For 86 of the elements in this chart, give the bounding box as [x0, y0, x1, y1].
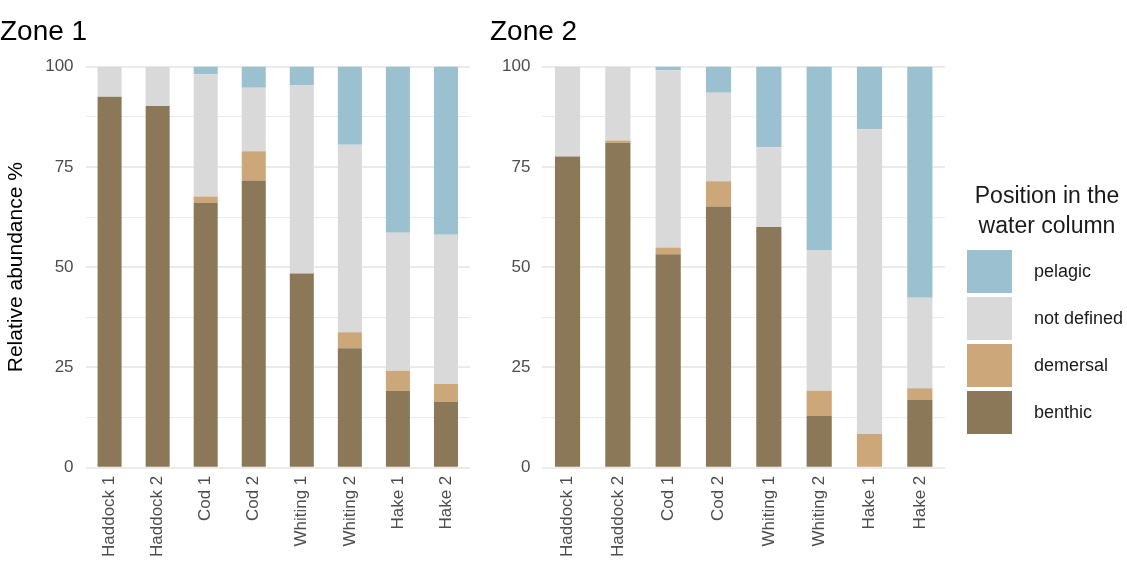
bar [241, 66, 266, 88]
bar [806, 415, 832, 467]
bar [605, 66, 631, 141]
y-tick-label: 75 [54, 156, 74, 176]
y-tick-label: 50 [54, 256, 74, 276]
bar [705, 206, 732, 467]
y-tick-label: 25 [54, 357, 74, 377]
bar [337, 144, 362, 333]
x-tick-label: Hake 2 [909, 475, 929, 530]
x-tick-label: Whiting 2 [339, 475, 359, 547]
bar [97, 96, 122, 467]
bar [145, 105, 170, 467]
bar [856, 434, 883, 467]
x-tick-label: Whiting 1 [758, 475, 778, 547]
x-tick-label: Hake 1 [387, 475, 407, 530]
x-tick-label: Cod 1 [657, 475, 677, 522]
bar [605, 140, 631, 143]
bar [145, 66, 170, 106]
y-tick-label: 100 [45, 56, 74, 76]
x-tick-label: Cod 2 [708, 475, 728, 522]
bar [554, 66, 581, 157]
y-tick-label: 0 [64, 457, 74, 477]
x-tick-label: Haddock 2 [147, 475, 167, 558]
y-axis-title: Relative abundance % [3, 162, 27, 373]
bar [856, 129, 883, 435]
x-tick-label: Cod 2 [243, 475, 263, 522]
bar [907, 66, 933, 298]
bar [337, 66, 362, 145]
bar [193, 196, 218, 203]
bar [433, 401, 458, 467]
bar [385, 66, 410, 233]
x-tick-label: Cod 1 [195, 475, 215, 522]
bar [907, 297, 933, 389]
chart-title: Zone 2 [490, 14, 578, 46]
bar [756, 147, 782, 228]
bar [193, 202, 218, 467]
bar [385, 390, 410, 467]
bar [806, 66, 832, 250]
bar [241, 180, 266, 467]
bar [289, 66, 314, 86]
bar [193, 66, 218, 75]
bar [241, 151, 266, 181]
x-tick-label: Whiting 1 [291, 475, 311, 547]
x-tick-label: Haddock 1 [557, 475, 577, 558]
x-tick-label: Hake 2 [435, 475, 455, 530]
y-tick-label: 0 [520, 457, 531, 477]
y-tick-label: 50 [511, 256, 531, 276]
bar [655, 70, 681, 248]
bar [655, 254, 681, 467]
bar [241, 87, 266, 152]
legend-label: pelagic [1034, 260, 1092, 282]
x-tick-label: Haddock 1 [99, 475, 119, 558]
bar [756, 66, 782, 148]
bar [806, 249, 832, 391]
legend-title: Position in the water column [973, 181, 1121, 240]
bar [433, 383, 458, 402]
x-tick-label: Whiting 2 [808, 475, 828, 547]
bar [856, 66, 883, 130]
bar [97, 66, 122, 97]
bar [907, 399, 933, 467]
bar [385, 370, 410, 391]
bar [433, 66, 458, 235]
bar [705, 66, 732, 93]
bar [337, 332, 362, 349]
y-tick-label: 25 [511, 357, 531, 377]
bar [433, 234, 458, 384]
bar [806, 390, 832, 416]
legend-label: benthic [1034, 401, 1093, 423]
chart-title: Zone 1 [0, 14, 88, 46]
bar [193, 74, 218, 197]
bar [289, 273, 314, 467]
bar [337, 348, 362, 467]
y-tick-label: 75 [511, 156, 531, 176]
bar [705, 181, 732, 207]
bar [756, 227, 782, 467]
bar [289, 85, 314, 274]
bar [385, 232, 410, 371]
legend-label: not defined [1034, 307, 1124, 329]
bar [907, 388, 933, 400]
bar [605, 142, 631, 467]
x-tick-label: Haddock 2 [607, 475, 627, 558]
bar [554, 156, 581, 467]
y-tick-label: 100 [501, 56, 531, 76]
x-tick-label: Hake 1 [859, 475, 879, 530]
bar [705, 92, 732, 182]
legend-label: demersal [1034, 354, 1109, 376]
